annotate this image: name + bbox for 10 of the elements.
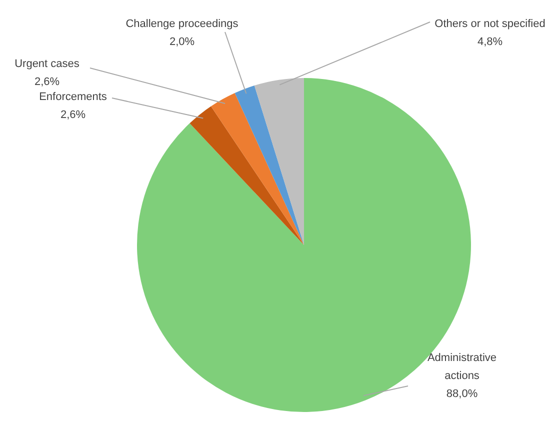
data-label: 2,6% <box>34 76 60 88</box>
data-label: 2,0% <box>169 36 195 48</box>
data-label: 2,6% <box>60 109 86 122</box>
data-label: 4,8% <box>477 36 503 48</box>
data-label: 88,0% <box>446 388 478 400</box>
slice-label: Administrative actions <box>427 352 497 382</box>
slice-label: Others or not specified <box>434 18 546 30</box>
slice-label: Urgent cases <box>14 58 80 70</box>
slice-label: Enforcements <box>39 91 108 104</box>
slice-label: Challenge proceedings <box>126 18 239 30</box>
